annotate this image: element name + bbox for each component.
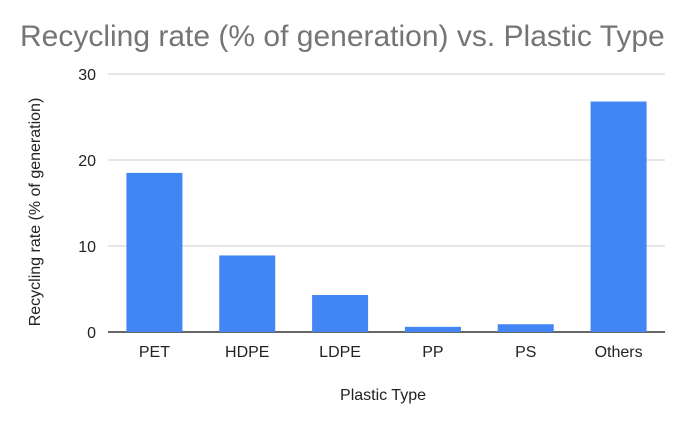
bar-ldpe: [312, 295, 369, 332]
chart-title: Recycling rate (% of generation) vs. Pla…: [20, 20, 665, 53]
y-tick-label: 20: [78, 153, 96, 170]
y-tick-label: 30: [78, 67, 96, 84]
x-tick-label: PET: [139, 344, 170, 361]
gridlines: [108, 73, 665, 333]
x-tick-label: LDPE: [319, 344, 361, 361]
x-tick-label: PS: [515, 344, 536, 361]
y-tick-label: 10: [78, 239, 96, 256]
bar-others: [590, 101, 647, 333]
y-axis-label: Recycling rate (% of generation): [27, 98, 44, 327]
y-tick-label: 0: [87, 325, 96, 342]
bar-hdpe: [219, 255, 276, 332]
x-axis-label: Plastic Type: [340, 387, 426, 404]
x-axis-ticks: PET HDPE LDPE PP PS Others: [139, 344, 643, 361]
x-tick-label: Others: [595, 344, 643, 361]
bars: [126, 101, 647, 333]
x-tick-label: PP: [422, 344, 443, 361]
x-tick-label: HDPE: [225, 344, 269, 361]
bar-pet: [126, 172, 183, 332]
bar-pp: [404, 326, 461, 332]
y-axis-ticks: 0 10 20 30: [78, 67, 96, 342]
bar-ps: [497, 324, 554, 332]
